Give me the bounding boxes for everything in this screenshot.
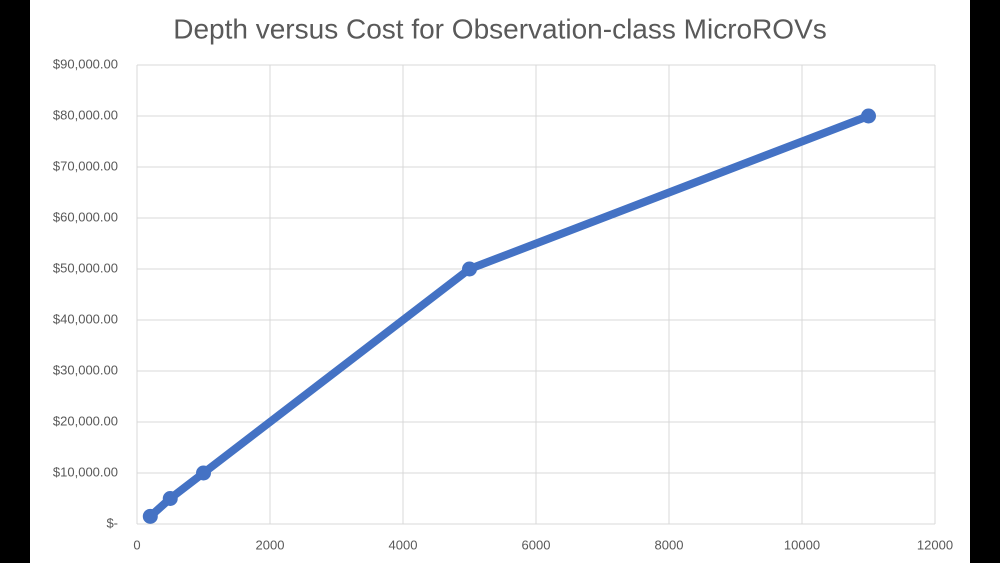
x-tick-label: 6000 — [522, 537, 551, 552]
y-tick-label: $90,000.00 — [53, 56, 118, 71]
y-tick-label: $- — [106, 515, 118, 530]
y-tick-label: $70,000.00 — [53, 158, 118, 173]
y-tick-label: $30,000.00 — [53, 362, 118, 377]
y-tick-label: $50,000.00 — [53, 260, 118, 275]
data-point — [142, 508, 158, 524]
y-tick-label: $40,000.00 — [53, 311, 118, 326]
x-tick-label: 2000 — [256, 537, 285, 552]
chart-title: Depth versus Cost for Observation-class … — [173, 13, 827, 44]
x-tick-label: 12000 — [917, 537, 953, 552]
y-tick-label: $60,000.00 — [53, 209, 118, 224]
slide-background — [30, 0, 970, 563]
y-tick-label: $10,000.00 — [53, 464, 118, 479]
y-tick-label: $20,000.00 — [53, 413, 118, 428]
x-tick-label: 4000 — [389, 537, 418, 552]
y-tick-label: $80,000.00 — [53, 107, 118, 122]
data-point — [462, 261, 477, 277]
x-tick-label: 0 — [133, 537, 140, 552]
data-point — [162, 491, 178, 506]
data-point — [196, 465, 211, 481]
x-tick-label: 8000 — [655, 537, 684, 552]
data-point — [861, 108, 876, 124]
x-tick-label: 10000 — [784, 537, 820, 552]
